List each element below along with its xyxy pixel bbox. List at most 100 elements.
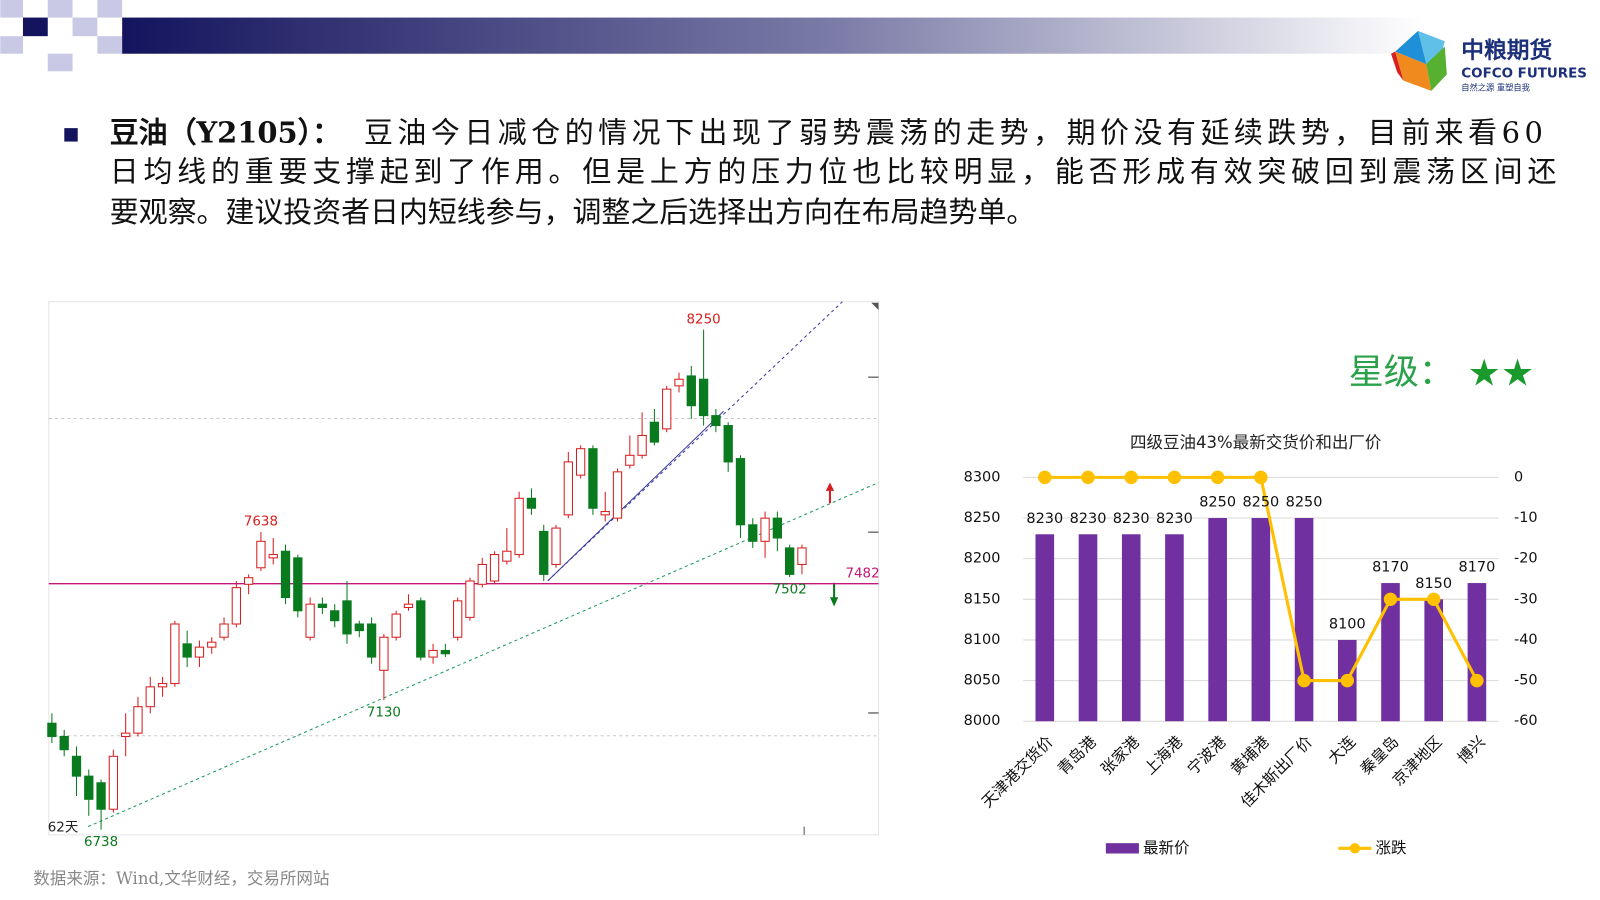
candle-body	[526, 497, 537, 509]
candle-body	[293, 557, 303, 612]
candle-body	[243, 577, 254, 585]
bar	[1294, 518, 1314, 722]
candle-body	[108, 755, 119, 810]
bar	[1251, 518, 1271, 722]
candle-body	[194, 646, 205, 658]
line-marker	[1383, 592, 1398, 607]
candle-body	[403, 603, 414, 608]
bar	[1381, 583, 1400, 722]
y2-tick-label: -30	[1514, 591, 1538, 607]
x-tick-label: 青岛港	[1054, 732, 1100, 778]
candle-body	[47, 722, 57, 737]
candlestick-chart: 62天 7482 8250 7638 7130 6738 7502	[47, 301, 880, 850]
bar	[1035, 534, 1055, 722]
candle-body	[379, 636, 389, 671]
trend-line	[87, 482, 879, 828]
data-label: 8230	[1070, 511, 1107, 527]
candle-body	[157, 683, 168, 688]
logo-name: 中粮期货	[1461, 37, 1552, 64]
candle-body	[686, 375, 696, 407]
line-marker	[1254, 470, 1268, 485]
candle-body	[575, 448, 586, 476]
data-label: 8230	[1156, 511, 1193, 527]
candle-body	[649, 421, 660, 443]
logo	[1391, 30, 1447, 91]
candle-body	[416, 600, 426, 658]
logo-slogan: 自然之源 重塑自我	[1461, 82, 1530, 92]
candle-body	[514, 497, 524, 556]
commentary-line: 豆油今日减仓的情况下出现了弱势震荡的走势，期价没有延续跌势，目前来看60	[364, 115, 1543, 149]
support-label: 7482	[845, 566, 879, 581]
trend-line	[547, 410, 724, 582]
candle-body	[219, 623, 229, 638]
candle-body	[748, 524, 758, 542]
candle-body	[465, 580, 475, 618]
y-tick-label: 8150	[964, 591, 1001, 607]
price-annotation: 8250	[687, 312, 721, 327]
candle-body	[280, 550, 291, 599]
candle-body	[698, 378, 709, 417]
bar	[1165, 534, 1184, 722]
candle-body	[563, 461, 573, 516]
bar-line-chart: 四级豆油43%最新交货价和出厂价 8000 8050 8100 8150 8200 825…	[964, 433, 1538, 857]
logo-english: COFCO FUTURES	[1461, 66, 1587, 81]
candle-body	[133, 706, 143, 734]
candle-body	[317, 603, 328, 608]
candle-body	[145, 686, 155, 708]
candle-body	[551, 527, 561, 565]
x-tick-label: 上海港	[1141, 732, 1187, 778]
y-tick-label: 8200	[964, 551, 1001, 567]
data-label: 8170	[1459, 560, 1496, 576]
line-marker	[1340, 673, 1354, 688]
candle-body	[428, 649, 438, 658]
header-decoration	[0, 0, 1425, 72]
candle-body	[600, 511, 610, 516]
candle-body	[662, 388, 672, 430]
arrow-up	[825, 482, 835, 491]
commentary-line: 要观察。建议投资者日内短线参与，调整之后选择出方向在布局趋势单。	[110, 195, 1036, 229]
candle-body	[121, 732, 131, 737]
rating-stars: ★★	[1468, 351, 1535, 395]
y2-tick-label: 0	[1514, 469, 1523, 485]
data-label: 8230	[1026, 511, 1063, 527]
y-tick-label: 8100	[964, 632, 1001, 648]
x-tick-label: 大连	[1325, 732, 1360, 767]
panel	[48, 301, 880, 836]
candle-body	[96, 782, 106, 810]
data-label: 8250	[1242, 495, 1279, 511]
candle-body	[342, 600, 352, 635]
candle-body	[207, 641, 217, 648]
candle-body	[625, 454, 635, 466]
legend-swatch	[1105, 843, 1139, 854]
bullet	[64, 128, 78, 142]
candle-body	[674, 378, 684, 387]
candle-body	[440, 649, 451, 655]
legend-swatch	[1349, 843, 1361, 854]
candle-body	[797, 547, 807, 565]
line-marker	[1426, 592, 1441, 607]
candle-body	[256, 540, 266, 569]
legend-label: 涨跌	[1376, 839, 1407, 857]
data-label: 8150	[1415, 576, 1452, 592]
y2-tick-label: -10	[1514, 510, 1538, 526]
y2-tick-label: -50	[1514, 673, 1538, 689]
candle-body	[71, 755, 82, 777]
y2-tick-label: -60	[1514, 713, 1538, 729]
price-annotation: 7130	[367, 705, 401, 720]
data-label: 8100	[1329, 616, 1366, 632]
data-label: 8230	[1113, 511, 1150, 527]
candle-body	[330, 610, 340, 622]
rating-label: 星级：	[1349, 352, 1454, 393]
candle-body	[735, 458, 746, 526]
price-annotation: 7502	[773, 582, 807, 597]
arrow-down	[829, 597, 839, 607]
candle-body	[391, 613, 401, 638]
candle-body	[268, 554, 278, 559]
candle-body	[170, 623, 180, 685]
candle-body	[477, 563, 487, 585]
source: 数据来源：Wind,文华财经，交易所网站	[33, 869, 329, 888]
bar	[1467, 583, 1487, 722]
commentary-line: 日均线的重要支撑起到了作用。但是上方的压力位也比较明显，能否形成有效突破回到震荡…	[110, 155, 1557, 189]
price-annotation: 6738	[84, 835, 118, 850]
